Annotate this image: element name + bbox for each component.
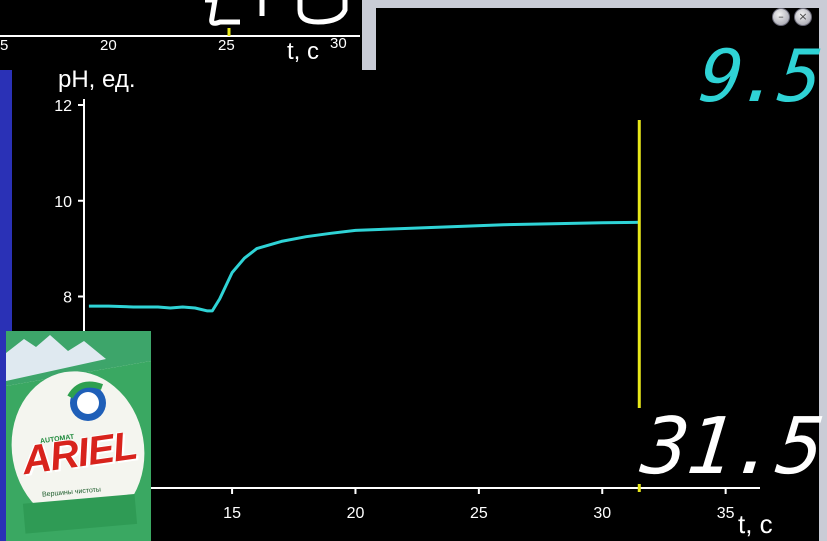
top-chart-window: 5 20 25 30 t, c: [0, 0, 377, 70]
time-value-readout: 31.5: [637, 402, 827, 492]
plot-top-area: [376, 8, 819, 70]
x-tick-label-1: 20: [347, 505, 365, 522]
top-tick-2: 25: [218, 37, 235, 54]
y-tick-label-3: 12: [54, 98, 72, 115]
top-tick-1: 20: [100, 37, 117, 54]
top-chart-svg: 5 20 25 30: [0, 0, 360, 54]
window-left-border: [362, 0, 376, 70]
detergent-box-image: AUTOMAT ARIEL Вершины чистоты: [6, 331, 151, 541]
top-x-axis-label: t, c: [287, 38, 320, 65]
top-readout-fragment: [205, 0, 240, 26]
y-tick-label-2: 10: [54, 194, 72, 211]
x-tick-label-0: 15: [223, 505, 241, 522]
top-tick-3: 30: [330, 35, 347, 52]
detergent-box-art: [6, 331, 151, 541]
x-tick-label-2: 25: [470, 505, 488, 522]
top-tick-0: 5: [0, 37, 8, 54]
window-controls: – ×: [770, 6, 818, 28]
ph-value-readout: 9.5: [695, 34, 823, 118]
window-right-border: [819, 0, 827, 541]
ph-curve-line: [88, 220, 640, 313]
x-tick-label-4: 35: [717, 505, 735, 522]
minimize-icon[interactable]: –: [772, 8, 790, 26]
x-tick-label-3: 30: [593, 505, 611, 522]
y-axis-label: pH, ед.: [58, 66, 136, 93]
y-tick-label-1: 8: [63, 290, 72, 307]
window-title-bar[interactable]: [376, 0, 827, 8]
close-icon[interactable]: ×: [794, 8, 812, 26]
top-readout-fragment-2: [259, 0, 348, 25]
x-axis-label: t, c: [738, 509, 773, 539]
